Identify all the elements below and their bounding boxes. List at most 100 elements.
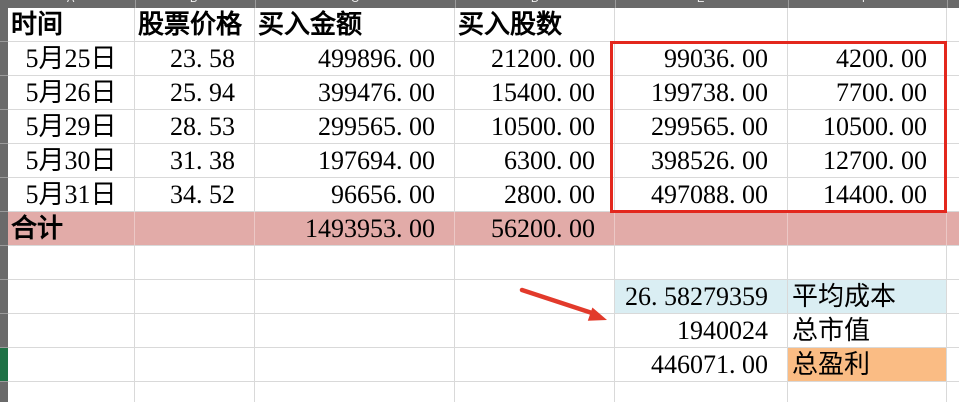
cell-empty[interactable]: [135, 382, 255, 402]
cell-header-time[interactable]: 时间: [8, 8, 135, 42]
cell-empty[interactable]: [135, 246, 255, 280]
cell-cum-shares[interactable]: 12700. 00: [788, 144, 947, 178]
cell-price[interactable]: 31. 38: [135, 144, 255, 178]
cell-empty[interactable]: [135, 212, 255, 246]
cell-cum-shares[interactable]: 7700. 00: [788, 76, 947, 110]
cell-header-buy-amount[interactable]: 买入金额: [255, 8, 455, 42]
cell-empty[interactable]: [947, 246, 959, 280]
cell-average-cost-label[interactable]: 平均成本: [788, 280, 947, 314]
cell-date[interactable]: 5月31日: [8, 178, 135, 212]
cell-cum-shares[interactable]: 14400. 00: [788, 178, 947, 212]
cell-market-value-label[interactable]: 总市值: [788, 314, 947, 348]
cell-empty[interactable]: [947, 280, 959, 314]
cell-empty[interactable]: [947, 144, 959, 178]
cell-empty[interactable]: [8, 314, 135, 348]
cell-empty[interactable]: [135, 314, 255, 348]
cell-empty[interactable]: [255, 348, 455, 382]
cell-date[interactable]: 5月26日: [8, 76, 135, 110]
cell-empty[interactable]: [255, 314, 455, 348]
cell-total-label[interactable]: 合计: [8, 212, 135, 246]
cell-empty[interactable]: [135, 348, 255, 382]
cell-empty[interactable]: [788, 212, 947, 246]
table-row: 5月30日 31. 38 197694. 00 6300. 00 398526.…: [8, 144, 959, 178]
cell-empty[interactable]: [947, 212, 959, 246]
cell-empty[interactable]: [455, 280, 615, 314]
cell-cum-amount[interactable]: 497088. 00: [615, 178, 788, 212]
cell-empty[interactable]: [947, 110, 959, 144]
cell-price[interactable]: 34. 52: [135, 178, 255, 212]
cell-empty[interactable]: [255, 382, 455, 402]
cell-empty[interactable]: [615, 8, 788, 42]
row-header-strip: [0, 8, 8, 402]
cell-buy-shares[interactable]: 15400. 00: [455, 76, 615, 110]
total-row: 合计 1493953. 00 56200. 00: [8, 212, 959, 246]
cell-cum-amount[interactable]: 199738. 00: [615, 76, 788, 110]
cell-empty[interactable]: [8, 280, 135, 314]
cell-empty[interactable]: [255, 280, 455, 314]
cell-empty[interactable]: [455, 314, 615, 348]
cell-buy-amount[interactable]: 197694. 00: [255, 144, 455, 178]
cell-empty[interactable]: [947, 8, 959, 42]
header-row: 时间 股票价格 买入金额 买入股数: [8, 8, 959, 42]
column-header-e[interactable]: E: [697, 0, 704, 5]
cell-total-profit-value[interactable]: 446071. 00: [615, 348, 788, 382]
cell-buy-shares[interactable]: 6300. 00: [455, 144, 615, 178]
cell-price[interactable]: 23. 58: [135, 42, 255, 76]
cell-date[interactable]: 5月30日: [8, 144, 135, 178]
cell-cum-amount[interactable]: 398526. 00: [615, 144, 788, 178]
column-divider: [788, 0, 789, 8]
cell-empty[interactable]: [255, 246, 455, 280]
cell-empty[interactable]: [947, 314, 959, 348]
cell-empty[interactable]: [788, 246, 947, 280]
cell-header-buy-shares[interactable]: 买入股数: [455, 8, 615, 42]
cell-total-profit-label[interactable]: 总盈利: [788, 348, 947, 382]
cell-total-buy-amount[interactable]: 1493953. 00: [255, 212, 455, 246]
cell-empty[interactable]: [615, 212, 788, 246]
cell-empty[interactable]: [947, 42, 959, 76]
column-header-f[interactable]: F: [862, 0, 869, 5]
cell-empty[interactable]: [455, 246, 615, 280]
cell-empty[interactable]: [947, 348, 959, 382]
cell-empty[interactable]: [947, 382, 959, 402]
cell-total-buy-shares[interactable]: 56200. 00: [455, 212, 615, 246]
cell-buy-amount[interactable]: 299565. 00: [255, 110, 455, 144]
cell-empty[interactable]: [8, 246, 135, 280]
cell-empty[interactable]: [615, 246, 788, 280]
cell-date[interactable]: 5月29日: [8, 110, 135, 144]
cell-buy-shares[interactable]: 21200. 00: [455, 42, 615, 76]
cell-empty[interactable]: [8, 382, 135, 402]
column-header-c[interactable]: C: [351, 0, 359, 5]
cell-buy-shares[interactable]: 2800. 00: [455, 178, 615, 212]
cell-empty[interactable]: [788, 8, 947, 42]
table-row: 5月25日 23. 58 499896. 00 21200. 00 99036.…: [8, 42, 959, 76]
cell-buy-amount[interactable]: 96656. 00: [255, 178, 455, 212]
cell-date[interactable]: 5月25日: [8, 42, 135, 76]
summary-row-market-value: 1940024 总市值: [8, 314, 959, 348]
cell-empty[interactable]: [615, 382, 788, 402]
cell-cum-shares[interactable]: 10500. 00: [788, 110, 947, 144]
column-header-a[interactable]: A: [67, 0, 74, 5]
cell-market-value[interactable]: 1940024: [615, 314, 788, 348]
table-row: 5月31日 34. 52 96656. 00 2800. 00 497088. …: [8, 178, 959, 212]
column-header-strip: A B C D E F: [0, 0, 959, 8]
cell-price[interactable]: 25. 94: [135, 76, 255, 110]
column-header-d[interactable]: D: [531, 0, 539, 5]
cell-cum-amount[interactable]: 299565. 00: [615, 110, 788, 144]
cell-empty[interactable]: [788, 382, 947, 402]
cell-empty[interactable]: [455, 348, 615, 382]
cell-header-price[interactable]: 股票价格: [135, 8, 255, 42]
cell-empty[interactable]: [947, 76, 959, 110]
cell-empty[interactable]: [8, 348, 135, 382]
cell-empty[interactable]: [947, 178, 959, 212]
cell-empty[interactable]: [135, 280, 255, 314]
cell-cum-amount[interactable]: 99036. 00: [615, 42, 788, 76]
cell-price[interactable]: 28. 53: [135, 110, 255, 144]
cell-buy-amount[interactable]: 399476. 00: [255, 76, 455, 110]
column-header-b[interactable]: B: [190, 0, 197, 5]
cell-average-cost-value[interactable]: 26. 58279359: [615, 280, 788, 314]
cell-buy-amount[interactable]: 499896. 00: [255, 42, 455, 76]
cell-empty[interactable]: [455, 382, 615, 402]
table-row: 5月26日 25. 94 399476. 00 15400. 00 199738…: [8, 76, 959, 110]
cell-buy-shares[interactable]: 10500. 00: [455, 110, 615, 144]
cell-cum-shares[interactable]: 4200. 00: [788, 42, 947, 76]
